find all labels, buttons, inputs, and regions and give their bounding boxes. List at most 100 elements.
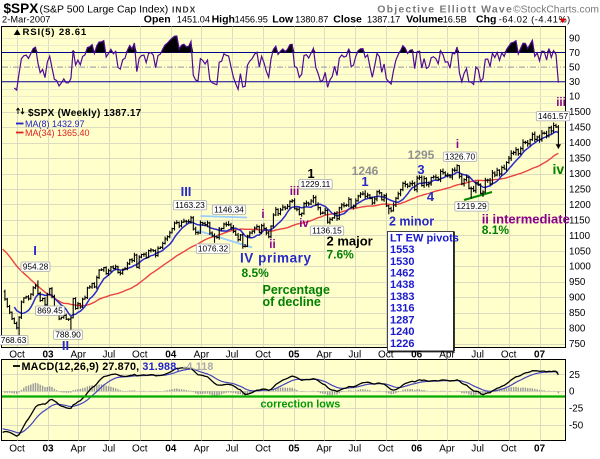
svg-text:1326.70: 1326.70: [445, 152, 476, 162]
svg-text:1163.23: 1163.23: [175, 200, 205, 210]
svg-text:30: 30: [569, 77, 580, 88]
svg-text:iv: iv: [553, 161, 565, 177]
svg-text:16.5B: 16.5B: [443, 15, 467, 25]
svg-text:2-Mar-2007: 2-Mar-2007: [2, 15, 51, 25]
svg-text:1380.87: 1380.87: [295, 15, 328, 25]
svg-text:High: High: [212, 14, 235, 26]
svg-text:1553: 1553: [390, 244, 414, 256]
svg-text:1229.11: 1229.11: [301, 179, 331, 189]
svg-text:8.1%: 8.1%: [482, 223, 510, 237]
svg-text:1350: 1350: [569, 154, 591, 165]
svg-text:1383: 1383: [390, 291, 414, 303]
svg-text:Oct: Oct: [9, 444, 25, 455]
svg-text:iii: iii: [290, 186, 300, 198]
svg-text:Oct: Oct: [132, 350, 148, 361]
svg-text:1500: 1500: [569, 107, 591, 118]
svg-text:MA(34) 1365.40: MA(34) 1365.40: [25, 128, 90, 138]
svg-text:(S&P 500 Large Cap Index): (S&P 500 Large Cap Index): [40, 4, 169, 16]
svg-text:Oct: Oct: [9, 350, 25, 361]
svg-text:1287: 1287: [390, 314, 414, 326]
svg-text:03: 03: [42, 350, 54, 361]
svg-text:Jul: Jul: [226, 350, 239, 361]
svg-text:800: 800: [569, 324, 586, 335]
svg-text:1295: 1295: [408, 148, 435, 162]
svg-text:Apr: Apr: [316, 350, 332, 361]
svg-text:Oct: Oct: [378, 444, 394, 455]
svg-text:1462: 1462: [390, 268, 414, 280]
svg-text:Jul: Jul: [471, 444, 484, 455]
svg-text:ii intermediate: ii intermediate: [482, 212, 570, 227]
svg-text:Oct: Oct: [501, 444, 517, 455]
svg-text:LT EW pivots: LT EW pivots: [390, 232, 459, 244]
svg-text:Apr: Apr: [194, 350, 210, 361]
svg-text:1300: 1300: [569, 169, 591, 180]
svg-text:Low: Low: [272, 14, 294, 26]
svg-text:$SPX: $SPX: [4, 1, 39, 16]
svg-text:Jul: Jul: [226, 444, 239, 455]
svg-text:1136.15: 1136.15: [312, 226, 342, 236]
svg-text:iv: iv: [299, 218, 309, 230]
svg-text:1316: 1316: [390, 303, 414, 315]
svg-text:Jul: Jul: [103, 444, 116, 455]
svg-text:2 major: 2 major: [327, 234, 373, 249]
svg-text:1450: 1450: [569, 123, 591, 134]
svg-text:1530: 1530: [390, 256, 414, 268]
svg-text:70: 70: [569, 48, 580, 59]
svg-text:©StockCharts.com: ©StockCharts.com: [513, 5, 599, 16]
svg-text:1250: 1250: [569, 185, 591, 196]
svg-text:25: 25: [569, 370, 580, 381]
svg-text:-25: -25: [569, 404, 584, 415]
svg-text:900: 900: [569, 293, 586, 304]
svg-text:1246: 1246: [352, 164, 379, 178]
svg-text:1240: 1240: [390, 326, 414, 338]
svg-text:0: 0: [569, 387, 575, 398]
svg-text:Oct: Oct: [501, 350, 517, 361]
svg-text:correction lows: correction lows: [261, 399, 341, 411]
svg-text:1: 1: [307, 166, 314, 181]
svg-text:768.63: 768.63: [1, 335, 27, 345]
svg-text:-64.02 (-4.41%): -64.02 (-4.41%): [499, 15, 571, 25]
svg-text:1: 1: [361, 174, 368, 189]
svg-text:II: II: [62, 338, 69, 353]
svg-text:Apr: Apr: [71, 350, 87, 361]
svg-text:Oct: Oct: [132, 444, 148, 455]
svg-text:-50: -50: [569, 420, 584, 431]
svg-text:of decline: of decline: [263, 295, 321, 309]
svg-text:850: 850: [569, 308, 586, 319]
svg-text:iii: iii: [556, 97, 566, 109]
svg-text:1451.04: 1451.04: [177, 15, 210, 25]
svg-text:1146.34: 1146.34: [214, 205, 244, 215]
svg-text:1438: 1438: [390, 279, 414, 291]
svg-text:1150: 1150: [569, 215, 591, 226]
svg-text:07: 07: [534, 444, 546, 455]
svg-text:RSI(5) 28.61: RSI(5) 28.61: [23, 27, 88, 38]
svg-text:Apr: Apr: [316, 444, 332, 455]
svg-text:4: 4: [427, 189, 435, 204]
svg-text:Jul: Jul: [348, 350, 361, 361]
svg-text:Chg: Chg: [476, 14, 496, 26]
svg-text:i: i: [456, 139, 459, 151]
svg-text:1000: 1000: [569, 262, 591, 273]
svg-text:Close: Close: [333, 14, 362, 26]
svg-text:Oct: Oct: [255, 350, 271, 361]
svg-text:1387.17: 1387.17: [367, 15, 400, 25]
svg-text:1226: 1226: [390, 338, 414, 350]
svg-text:7.6%: 7.6%: [327, 248, 355, 262]
svg-text:INDX: INDX: [172, 5, 196, 15]
svg-text:1461.57: 1461.57: [538, 111, 569, 121]
svg-text:06: 06: [411, 350, 423, 361]
svg-text:950: 950: [569, 277, 586, 288]
svg-text:1200: 1200: [569, 200, 591, 211]
svg-text:04: 04: [165, 444, 177, 455]
svg-text:Apr: Apr: [439, 444, 455, 455]
svg-text:ii: ii: [269, 239, 275, 251]
svg-text:06: 06: [411, 444, 423, 455]
svg-text:Jul: Jul: [348, 444, 361, 455]
svg-text:Oct: Oct: [255, 444, 271, 455]
svg-text:10: 10: [569, 92, 580, 103]
svg-text:1400: 1400: [569, 138, 591, 149]
svg-text:Open: Open: [144, 14, 171, 26]
svg-text:i: i: [261, 209, 264, 221]
svg-text:Oct: Oct: [378, 350, 394, 361]
svg-text:788.90: 788.90: [55, 330, 81, 340]
